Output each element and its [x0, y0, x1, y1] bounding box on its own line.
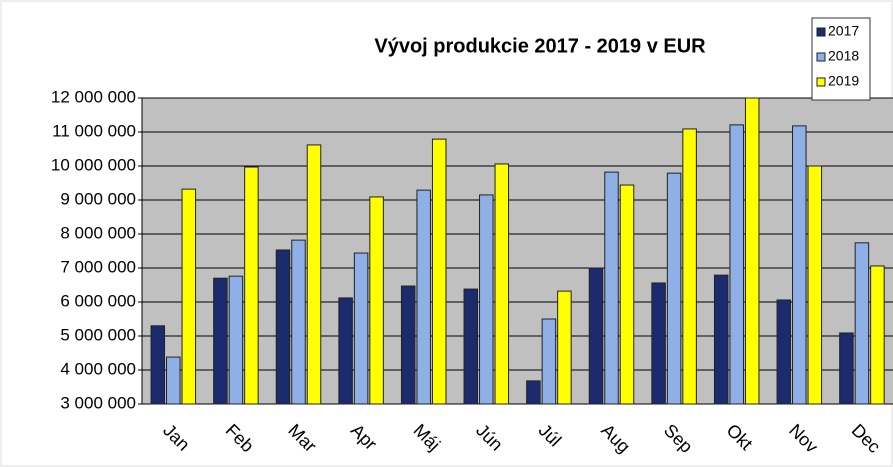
bar	[588, 267, 604, 405]
legend-label: 2017	[828, 23, 859, 39]
legend-label: 2018	[828, 48, 859, 64]
legend-swatch	[816, 52, 826, 62]
bar	[854, 242, 870, 405]
bar	[463, 288, 479, 405]
bar	[526, 380, 541, 405]
bar	[150, 325, 166, 405]
bar	[494, 163, 510, 405]
bar	[416, 189, 431, 405]
bar	[619, 184, 635, 405]
y-tick-label: 9 000 000	[60, 189, 136, 208]
bar	[807, 165, 823, 405]
y-tick-label: 11 000 000	[52, 121, 136, 140]
bar	[244, 166, 259, 405]
legend-swatch	[816, 27, 826, 37]
bar	[839, 332, 854, 405]
bar	[744, 97, 760, 405]
bar	[776, 299, 792, 405]
bar	[729, 124, 744, 405]
chart-title: Vývoj produkcie 2017 - 2019 v EUR	[374, 35, 706, 57]
bar	[604, 171, 619, 405]
y-tick-label: 10 000 000	[51, 155, 136, 174]
bar	[338, 297, 353, 405]
y-tick-label: 4 000 000	[60, 359, 136, 378]
bar	[651, 282, 666, 405]
y-tick-label: 6 000 000	[60, 291, 136, 310]
bar	[228, 275, 244, 405]
bar	[713, 274, 729, 405]
bar	[181, 188, 197, 405]
bar	[400, 285, 416, 405]
legend-label: 2019	[828, 73, 859, 89]
bar	[291, 239, 306, 405]
bar	[870, 265, 885, 405]
bar	[166, 356, 181, 405]
bar	[275, 249, 291, 405]
bar	[541, 318, 557, 405]
bar	[353, 252, 369, 405]
y-tick-label: 3 000 000	[60, 393, 136, 412]
bar	[431, 138, 447, 405]
bar	[306, 144, 322, 405]
bar	[213, 277, 228, 405]
bar	[479, 194, 494, 405]
legend-swatch	[816, 77, 826, 87]
plot-area	[142, 98, 893, 404]
bar	[682, 128, 697, 405]
bar	[557, 290, 572, 405]
y-tick-label: 5 000 000	[60, 325, 136, 344]
bar	[666, 172, 682, 405]
y-tick-label: 8 000 000	[60, 223, 136, 242]
y-tick-label: 12 000 000	[51, 87, 136, 106]
y-tick-label: 7 000 000	[60, 257, 136, 276]
bar	[792, 125, 807, 405]
bar	[369, 196, 384, 405]
